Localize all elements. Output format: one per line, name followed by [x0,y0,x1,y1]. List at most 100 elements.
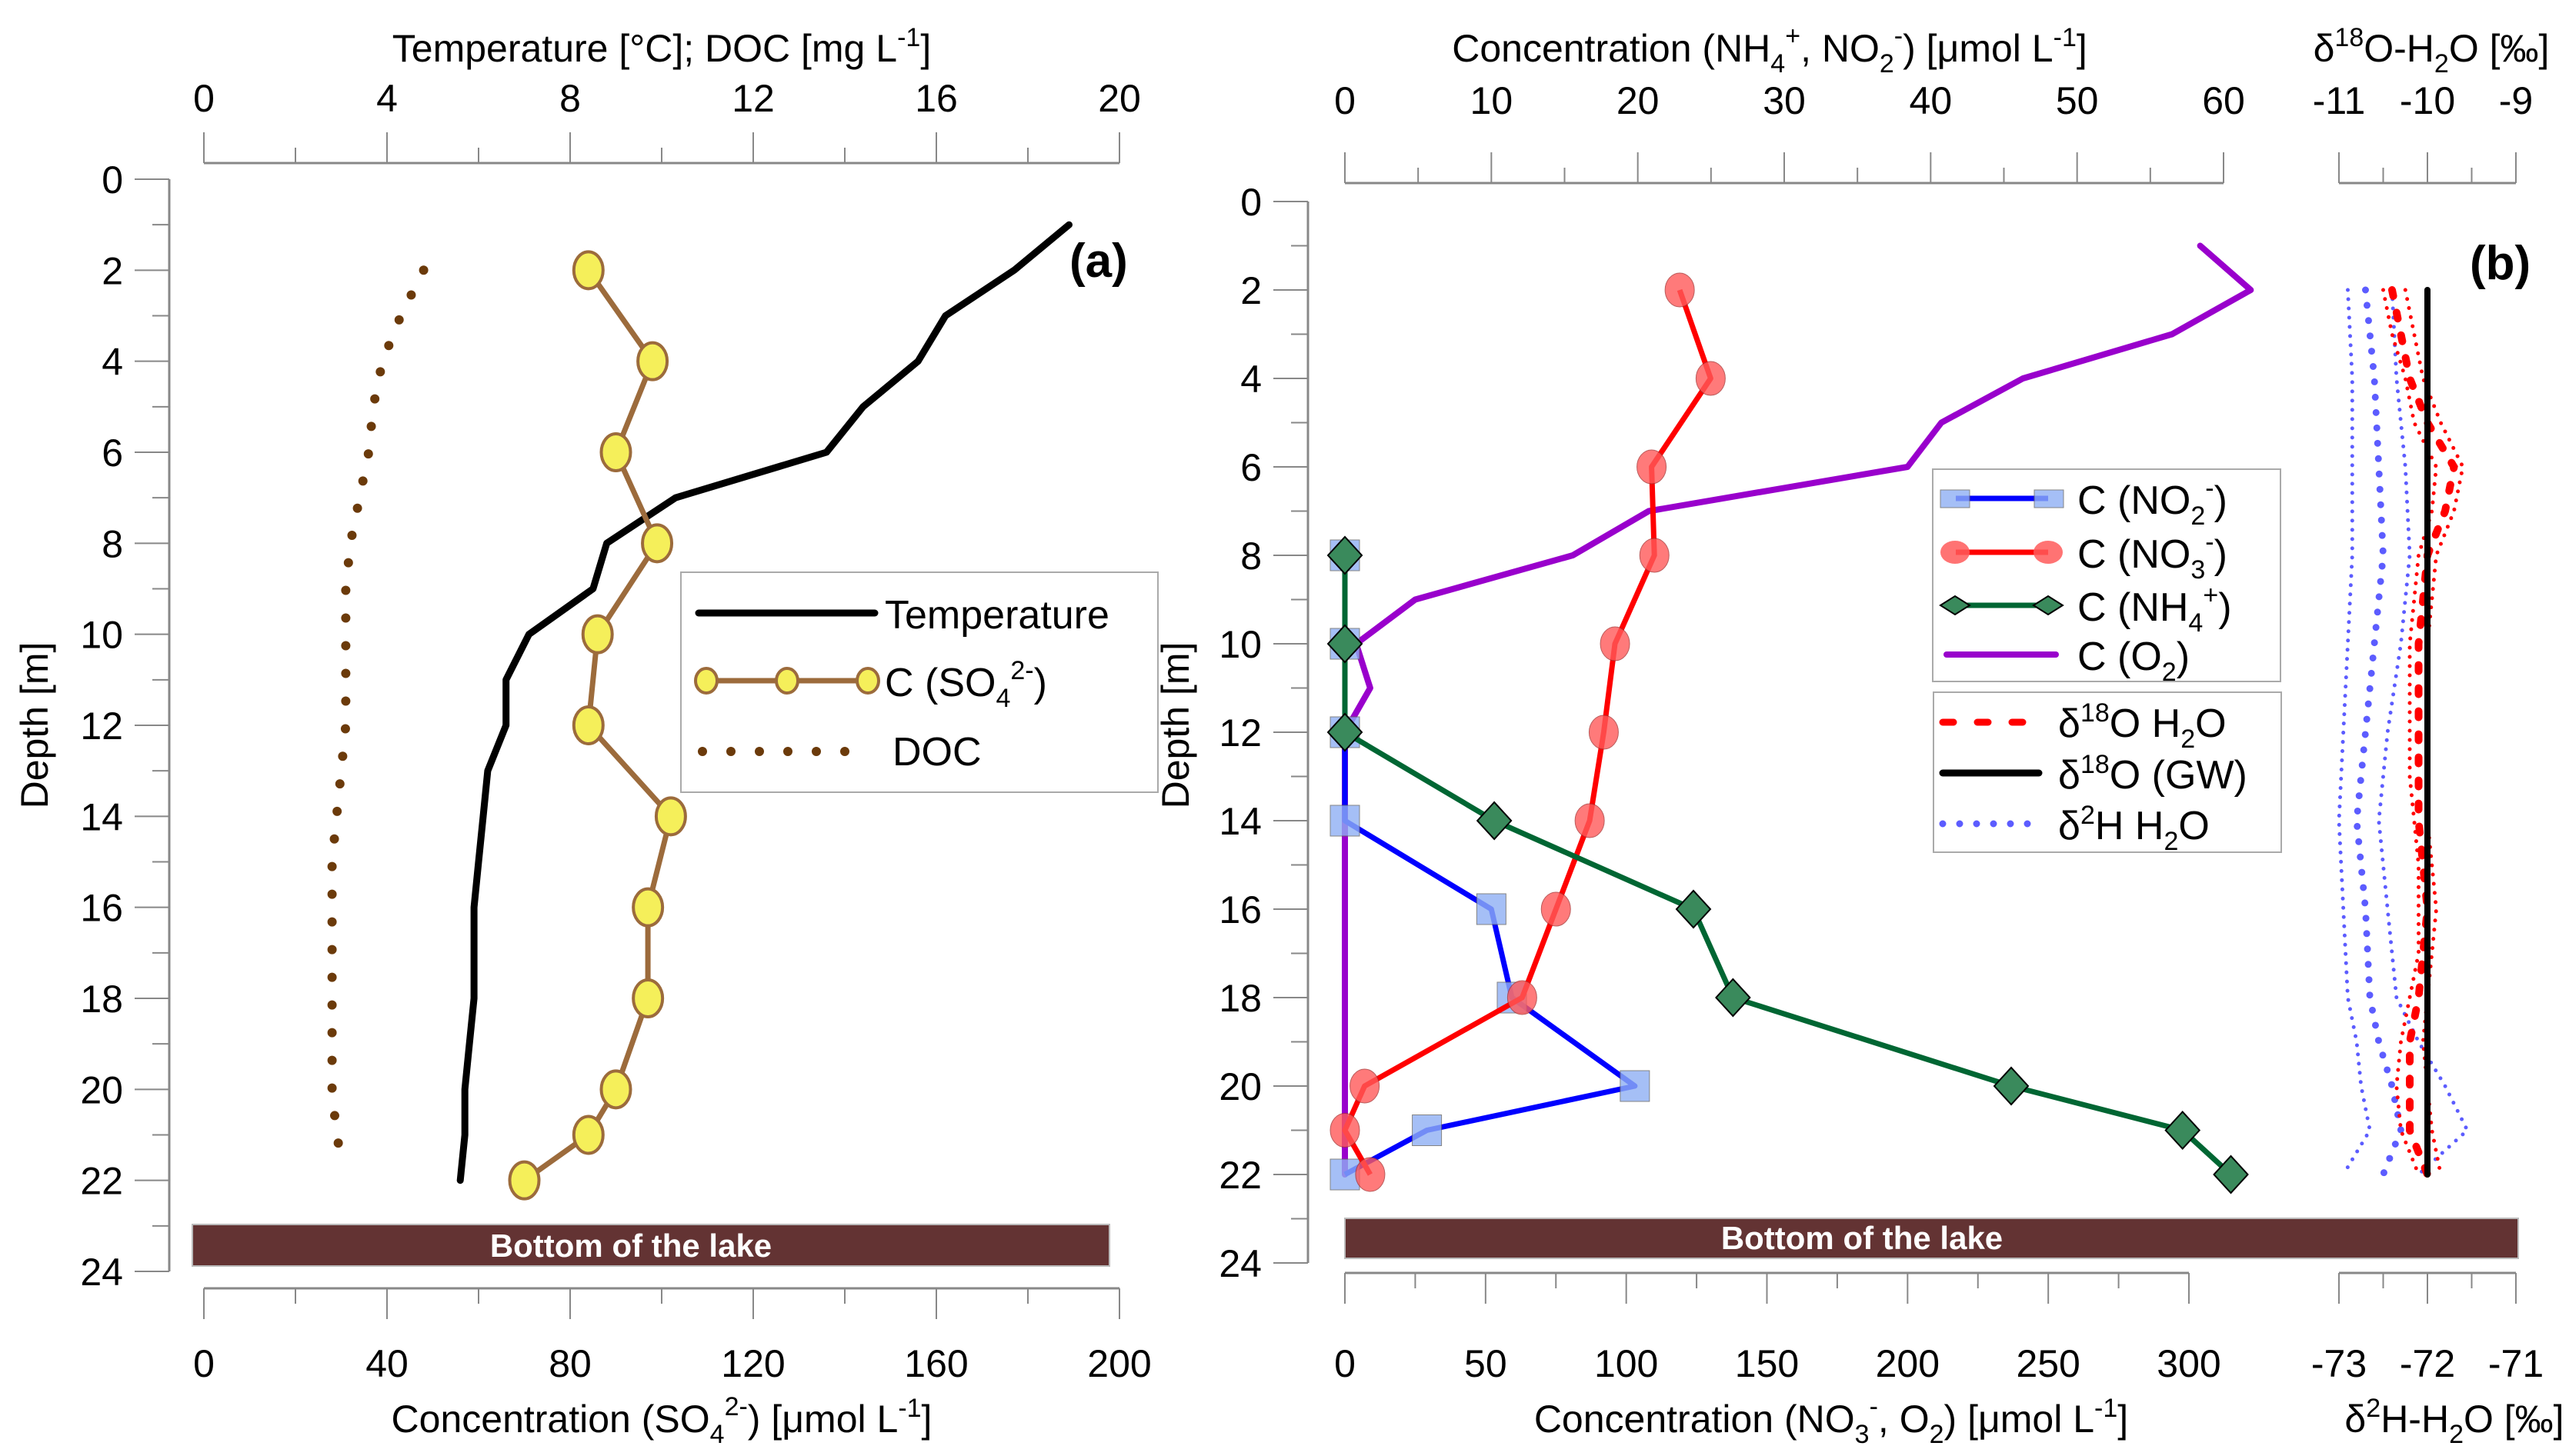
series-b-c-no-point [1540,891,1571,927]
series-b-h-h-o-line [2353,286,2405,1178]
panel-b-isotope-bottom-axis-title: δ2H-H2O [‰] [2344,1394,2564,1449]
panel-a-bottom-axis-title: Concentration (SO42-) [μmol L-1] [392,1392,933,1449]
a-depth-axis-tick-label: 16 [80,887,123,930]
b-depth-axis-tick-label: 0 [1240,181,1262,224]
b-iso-bottom-axis-tick-label: -72 [2400,1342,2455,1385]
a-depth-axis-tick-label: 10 [80,614,123,657]
b-iso-top-axis-tick-label: -11 [2313,79,2366,122]
panel-b-bottom-axis-title: Concentration (NO3-, O2) [μmol L-1] [1534,1392,2128,1449]
series-a-c-so-point [641,523,674,564]
b-depth-axis-tick-label: 22 [1219,1154,1262,1197]
b-depth-axis-tick-label: 12 [1219,711,1262,755]
legend-temperature: Temperature [885,593,1109,638]
b-bottom-axis-tick-label: 200 [1876,1342,1940,1385]
panel-b: Concentration (NH4+, NO2-) [μmol L-1] δ1… [1154,22,2564,1449]
series-b-c-no-point [1506,980,1537,1015]
b-iso-top-axis-tick-label: -9 [2499,79,2533,122]
series-b-c-no-point [1330,1113,1360,1148]
b-depth-axis-tick-label: 10 [1219,623,1262,666]
b-top-axis-tick-label: 10 [1470,79,1513,122]
series-b-c-no-point [1588,715,1619,750]
panel-b-top-axis-title: Concentration (NH4+, NO2-) [μmol L-1] [1452,22,2087,78]
series-b-h-h-o-band-lower [2337,288,2372,1177]
series-b-c-no-point [1355,1157,1386,1192]
a-bottom-axis-tick-label: 0 [193,1342,215,1385]
series-b-c-nh-point [1326,624,1363,664]
legend-doc: DOC [892,730,982,775]
series-a-c-so-point [632,978,665,1018]
series-a-c-so-point [572,1114,605,1155]
a-depth-axis-tick-label: 22 [80,1160,123,1203]
legend-no2-swatch [1940,489,2064,508]
panel-b-series [1326,242,2470,1194]
series-b-c-nh-point [2164,1111,2201,1150]
panel-b-y-axis-title: Depth [m] [1154,642,1197,809]
b-depth-axis-tick-label: 8 [1240,535,1262,578]
legend-nh4-swatch [1939,595,2064,616]
series-b-c-o-line [1342,242,2254,1178]
panel-b-legend-isotopes: δ18O H2O δ18O (GW) δ2H H2O [1933,691,2282,856]
a-depth-axis-tick-label: 14 [80,795,123,838]
series-b-c-no-point [1600,626,1630,661]
legend-no2: C (NO2-) [2077,474,2227,531]
legend-d2h: δ2H H2O [2058,801,2210,856]
series-b-c-nh-point [2213,1154,2249,1194]
a-depth-axis-tick-label: 20 [80,1068,123,1111]
panel-b-bottom-axis: 0 50 100 150 200 250 300 [1334,1271,2221,1385]
a-top-axis-tick-label: 8 [559,77,581,120]
b-iso-bottom-axis-tick-label: -73 [2311,1342,2367,1385]
a-depth-axis-tick-label: 12 [80,705,123,748]
legend-no3: C (NO3-) [2077,528,2227,585]
b-top-axis-tick-label: 60 [2202,79,2245,122]
legend-no3-swatch [1940,541,2063,564]
b-bottom-axis-tick-label: 250 [2016,1342,2080,1385]
b-depth-axis-tick-label: 18 [1219,977,1262,1020]
a-depth-axis-tick-label: 18 [80,978,123,1021]
panel-b-isotope-top-axis: -11 -10 -9 [2313,79,2533,185]
panel-b-isotope-bottom-axis: -73 -72 -71 [2311,1271,2544,1385]
series-b-c-no-point [1620,1070,1650,1102]
series-a-c-so-point [572,250,605,291]
panel-a-y-axis-title: Depth [m] [13,642,56,809]
b-top-axis-tick-label: 20 [1616,79,1660,122]
a-top-axis-tick-label: 16 [915,77,958,120]
b-top-axis-tick-label: 30 [1763,79,1806,122]
series-b-c-nh-point [1993,1066,2030,1106]
a-bottom-axis-tick-label: 200 [1087,1342,1151,1385]
a-bottom-axis-tick-label: 40 [365,1342,409,1385]
b-bottom-axis-tick-label: 0 [1334,1342,1356,1385]
a-bottom-axis-tick-label: 120 [721,1342,785,1385]
series-b-c-no-point [1350,1068,1380,1104]
series-a-c-so-point [581,614,614,655]
legend-so4-swatch [694,667,880,695]
legend-d18o: δ18O H2O [2058,698,2227,754]
b-bottom-axis-tick-label: 150 [1735,1342,1799,1385]
panel-a-bottom-of-lake-bar [192,1224,1110,1267]
b-bottom-axis-tick-label: 100 [1594,1342,1658,1385]
series-b-c-no-point [1476,893,1506,925]
series-a-c-so-point [572,705,605,745]
series-a-c-so-point [654,796,687,837]
a-bottom-axis-tick-label: 160 [904,1342,968,1385]
panel-b-bottom-of-lake-bar [1344,1218,2519,1259]
panel-a-legend: Temperature C (SO42-) DOC [680,571,1159,793]
legend-o2: C (O2) [2077,635,2190,687]
series-b-c-no-point [1330,805,1360,837]
series-a-c-so-point [632,887,665,928]
b-depth-axis-tick-label: 6 [1240,446,1262,489]
legend-nh4: C (NH4+) [2077,581,2232,638]
series-b-c-no-point [1330,1158,1360,1191]
series-b-c-no-point [1412,1114,1443,1146]
b-depth-axis-tick-label: 20 [1219,1065,1262,1108]
legend-gw: δ18O (GW) [2058,750,2247,798]
series-b-h-h-o-band-upper [2377,288,2470,1177]
series-a-temperature-line [456,221,1073,1184]
series-b-o-h-o-band-lower [2381,288,2439,1177]
a-bottom-axis-tick-label: 80 [549,1342,592,1385]
b-depth-axis-tick-label: 16 [1219,888,1262,931]
panel-b-label: (b) [2470,237,2531,290]
b-top-axis-tick-label: 0 [1334,79,1356,122]
